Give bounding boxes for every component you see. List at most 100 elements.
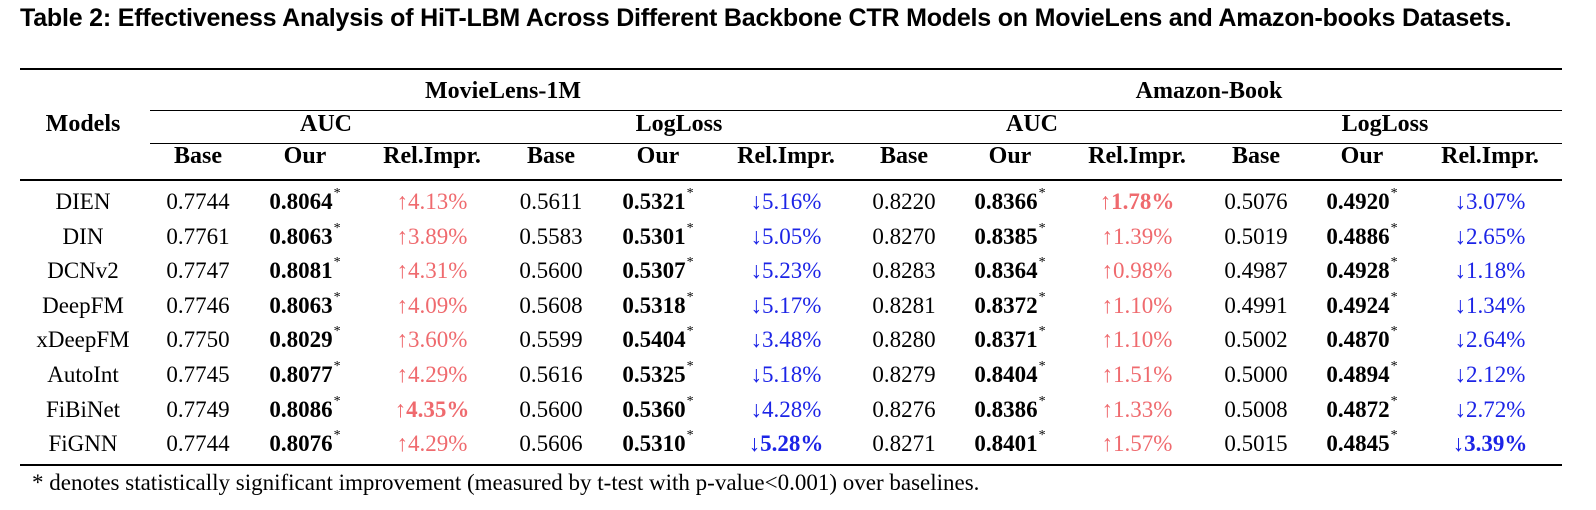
base-value: 0.8279 [872, 362, 936, 387]
our-value: 0.5360* [622, 394, 693, 423]
significance-mark: * [1390, 359, 1398, 374]
our-value-number: 0.5307 [622, 258, 686, 284]
model-name: DIEN [55, 189, 111, 214]
our-value-number: 0.8086 [269, 396, 333, 422]
significance-mark: * [1038, 428, 1046, 444]
relative-improvement: ↓5.17% [750, 292, 822, 318]
relative-improvement: ↓3.48% [750, 327, 822, 353]
our-value-number: 0.4894 [1326, 362, 1390, 387]
relative-improvement: ↑1.51% [1101, 362, 1173, 387]
our-value-number: 0.4928 [1326, 258, 1390, 284]
our-value-number: 0.5404 [622, 327, 686, 353]
relative-improvement: ↓2.64% [1454, 327, 1526, 353]
base-value: 0.5000 [1224, 362, 1288, 387]
our-value: 0.8086* [269, 393, 341, 423]
relative-improvement: ↑0.98% [1101, 258, 1173, 284]
significance-mark: * [1390, 393, 1398, 409]
our-value-number: 0.4924 [1326, 292, 1390, 318]
our-value-number: 0.8077 [269, 362, 333, 387]
our-value-number: 0.4872 [1326, 396, 1390, 422]
relative-improvement: ↓2.65% [1454, 223, 1526, 249]
relative-improvement: ↑1.10% [1101, 292, 1173, 318]
our-value-number: 0.4845 [1326, 431, 1390, 457]
significance-mark: * [686, 324, 694, 340]
base-value: 0.8271 [872, 431, 936, 457]
significance-mark: * [1038, 220, 1046, 236]
base-value: 0.8283 [872, 258, 936, 284]
our-value: 0.8081* [269, 255, 340, 284]
base-value: 0.7746 [166, 292, 230, 318]
model-name: DIN [62, 223, 104, 249]
base-value: 0.5611 [519, 189, 583, 214]
table-caption: Table 2: Effectiveness Analysis of HiT-L… [20, 4, 1512, 32]
our-value-number: 0.8364 [974, 258, 1038, 284]
significance-mark: * [1390, 186, 1398, 201]
significance-mark: * [333, 220, 341, 236]
our-value: 0.4886* [1326, 221, 1397, 250]
subcol-header-rel-impr: Rel.Impr. [383, 143, 481, 169]
base-value: 0.5583 [519, 223, 583, 249]
subcol-header-base: Base [174, 143, 222, 169]
relative-improvement: ↑1.78% [1099, 189, 1175, 214]
metric-header-ml-auc: AUC [300, 111, 352, 137]
relative-improvement: ↑4.29% [396, 362, 468, 387]
our-value-number: 0.8076 [269, 431, 333, 457]
relative-improvement: ↑4.35% [394, 396, 470, 422]
significance-mark: * [686, 186, 694, 201]
our-value-number: 0.8366 [974, 189, 1038, 214]
base-value: 0.7747 [166, 258, 230, 284]
relative-improvement: ↓1.34% [1454, 292, 1526, 318]
relative-improvement: ↑3.60% [396, 327, 468, 353]
base-value: 0.5608 [519, 292, 583, 318]
base-value: 0.7749 [166, 396, 230, 422]
significance-mark: * [686, 428, 694, 444]
relative-improvement: ↓3.39% [1452, 431, 1528, 457]
metric-rule [150, 143, 1562, 144]
our-value: 0.5301* [622, 221, 693, 250]
relative-improvement: ↑4.09% [396, 292, 468, 318]
our-value-number: 0.8081 [269, 258, 333, 284]
base-value: 0.7745 [166, 362, 230, 387]
significance-mark: * [1390, 255, 1398, 271]
base-value: 0.8280 [872, 327, 936, 353]
our-value-number: 0.8372 [974, 292, 1038, 318]
our-value: 0.5318* [622, 290, 693, 319]
our-value-number: 0.5301 [622, 223, 686, 249]
metric-header-ab-logloss: LogLoss [1341, 111, 1429, 137]
our-value: 0.8064* [269, 186, 340, 215]
our-value: 0.8385* [974, 220, 1046, 250]
our-value: 0.8404* [974, 359, 1045, 388]
base-value: 0.8281 [872, 292, 936, 318]
base-value: 0.5076 [1224, 189, 1288, 214]
significance-mark: * [333, 393, 341, 409]
relative-improvement: ↑4.29% [396, 431, 468, 457]
models-header: Models [45, 111, 121, 137]
base-value: 0.5606 [519, 431, 583, 457]
relative-improvement: ↑1.10% [1101, 327, 1173, 353]
significance-mark: * [1038, 324, 1046, 340]
our-value-number: 0.8404 [974, 362, 1038, 387]
our-value: 0.5310* [622, 428, 694, 457]
base-value: 0.5599 [519, 327, 583, 353]
our-value: 0.8366* [974, 186, 1045, 215]
model-name: DeepFM [42, 292, 124, 318]
subcol-header-our: Our [988, 143, 1032, 169]
model-name: xDeepFM [36, 327, 130, 353]
our-value: 0.8077* [269, 359, 340, 388]
relative-improvement: ↓5.16% [750, 189, 822, 214]
our-value: 0.4924* [1326, 290, 1397, 319]
base-value: 0.8220 [872, 189, 936, 214]
subcol-header-our: Our [1340, 143, 1384, 169]
subcol-header-rel-impr: Rel.Impr. [1088, 143, 1186, 169]
our-value-number: 0.4886 [1326, 223, 1390, 249]
our-value: 0.8372* [974, 289, 1046, 319]
base-value: 0.5008 [1224, 396, 1288, 422]
base-value: 0.5600 [519, 396, 583, 422]
model-name: AutoInt [47, 362, 119, 387]
our-value-number: 0.4870 [1326, 327, 1390, 353]
subcol-header-rel-impr: Rel.Impr. [1441, 143, 1539, 169]
significance-mark: * [1038, 289, 1046, 305]
significance-mark: * [686, 255, 694, 271]
base-value: 0.7744 [166, 189, 230, 214]
relative-improvement: ↓4.28% [750, 396, 822, 422]
